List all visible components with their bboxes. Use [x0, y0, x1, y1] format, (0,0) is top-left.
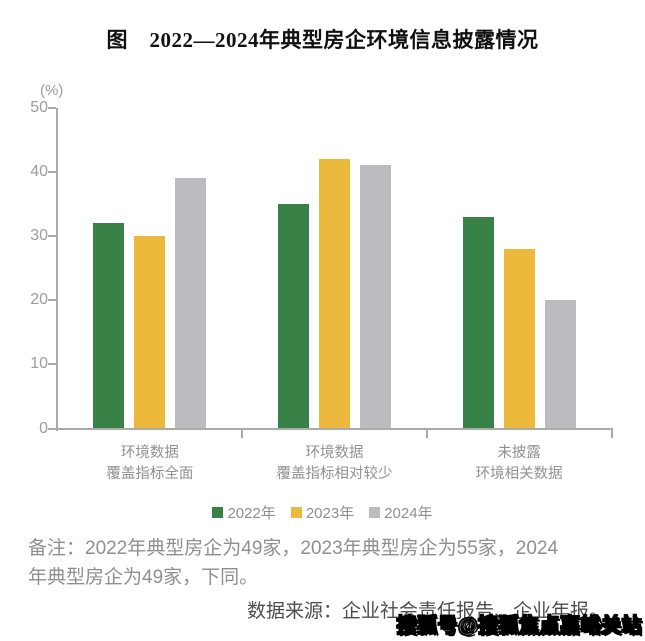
category-label-line: 环境数据 — [120, 445, 179, 461]
x-axis-tick — [241, 428, 244, 438]
legend-item-2023年: 2023年 — [290, 502, 355, 523]
bar-2024年-group-3 — [544, 300, 576, 429]
category-label-line: 环境数据 — [305, 445, 364, 461]
legend-label: 2022年 — [227, 504, 276, 522]
y-tick-label: 20 — [30, 291, 48, 309]
category-label-line: 未披露 — [497, 445, 541, 461]
category-label-line: 覆盖指标相对较少 — [276, 466, 393, 482]
y-axis-tick — [48, 170, 56, 173]
y-tick-label: 50 — [30, 98, 48, 116]
y-tick-label: 40 — [30, 162, 48, 180]
y-axis-tick — [48, 363, 56, 366]
chart-title: 图 2022—2024年典型房企环境信息披露情况 — [106, 28, 539, 52]
legend-label: 2024年 — [384, 504, 433, 522]
bar-2022年-group-3 — [462, 216, 494, 429]
y-axis-tick — [48, 427, 56, 430]
chart-legend: 2022年 2023年 2024年 — [0, 502, 645, 522]
bar-2022年-group-1 — [93, 223, 125, 429]
x-axis-tick — [425, 428, 428, 438]
y-axis-tick — [48, 106, 56, 109]
bar-2024年-group-2 — [360, 165, 391, 429]
data-source-caption: 数据来源：企业社会责任报告、企业年报。 — [246, 601, 608, 622]
legend-swatch — [369, 506, 381, 518]
legend-swatch — [212, 506, 224, 518]
legend-item-2022年: 2022年 — [212, 502, 276, 523]
category-label-line: 环境相关数据 — [475, 466, 563, 482]
bar-2023年-group-2 — [319, 158, 350, 429]
y-tick-label: 0 — [39, 419, 48, 437]
bar-2023年-group-1 — [134, 235, 166, 429]
category-label: 环境数据覆盖指标相对较少 — [242, 443, 427, 485]
bar-2023年-group-3 — [503, 248, 535, 429]
y-axis-unit-label: (%) — [40, 82, 64, 99]
y-tick-label: 30 — [30, 226, 48, 244]
legend-label: 2023年 — [305, 504, 355, 522]
y-tick-label: 10 — [30, 355, 48, 373]
legend-swatch — [290, 506, 302, 518]
category-label: 环境数据覆盖指标全面 — [58, 443, 243, 485]
y-axis-line — [56, 107, 58, 431]
footnote: 备注：2022年典型房企为49家，2023年典型房企为55家，2024 年典型房… — [28, 535, 628, 592]
bar-2022年-group-2 — [278, 203, 309, 429]
legend-item-2024年: 2024年 — [369, 502, 433, 523]
x-axis-tick — [610, 428, 613, 438]
sohu-watermark: 搜狐号@搜狐焦点嘉峪关站 — [396, 614, 642, 637]
category-label-line: 覆盖指标全面 — [106, 466, 194, 482]
y-axis-tick — [48, 234, 56, 237]
footnote-line-1: 备注：2022年典型房企为49家，2023年典型房企为55家，2024 — [28, 538, 559, 559]
category-label: 未披露 环境相关数据 — [427, 443, 612, 485]
footnote-line-2: 年典型房企为49家，下同。 — [28, 566, 259, 588]
x-axis-line — [56, 427, 613, 430]
y-axis-tick — [48, 299, 56, 302]
bar-2024年-group-1 — [175, 178, 207, 429]
